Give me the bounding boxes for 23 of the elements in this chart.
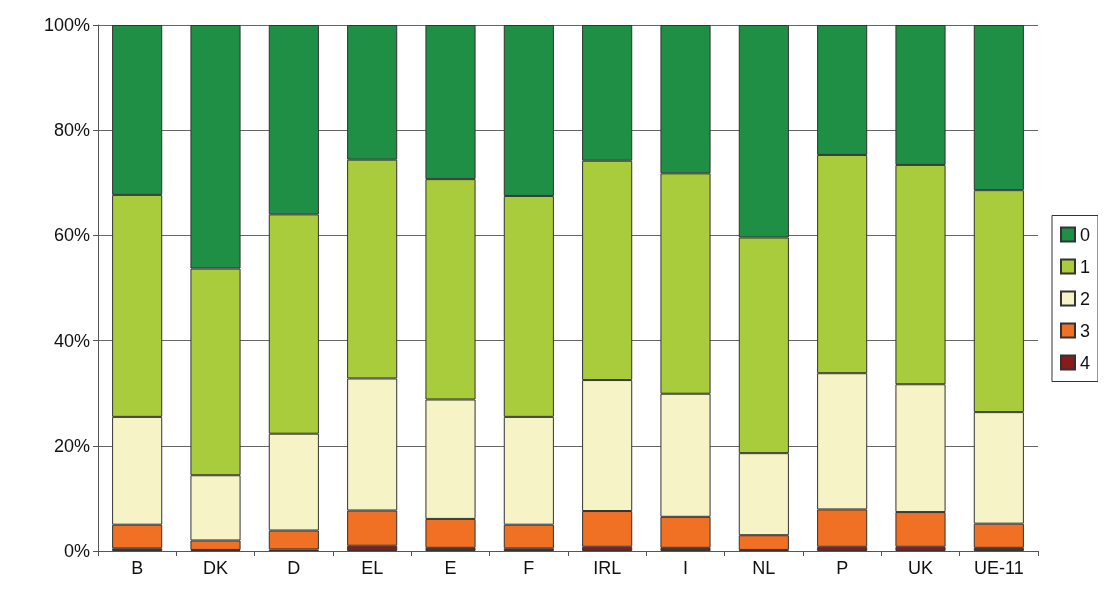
x-tick-label: B [131, 558, 144, 578]
y-tick-label: 20% [53, 435, 90, 456]
x-tick-label: NL [752, 558, 776, 578]
y-tick-label: 60% [53, 225, 90, 246]
x-tick-label: UK [907, 558, 934, 578]
legend-label: 2 [1079, 288, 1090, 309]
x-tick-label: UE-11 [973, 558, 1024, 578]
y-tick-label: 0% [63, 541, 90, 561]
legend-label: 4 [1079, 352, 1090, 373]
x-tick-label: D [287, 558, 301, 578]
legend-label: 0 [1079, 224, 1090, 245]
x-tick-label: IRL [593, 558, 622, 578]
x-tick-label: EL [361, 558, 384, 578]
x-tick-label: I [682, 558, 689, 578]
x-tick-label: E [444, 558, 457, 578]
x-tick-label: DK [202, 558, 229, 578]
y-tick-label: 100% [43, 15, 90, 35]
y-tick-label: 40% [53, 330, 90, 351]
legend-label: 3 [1079, 320, 1090, 341]
x-tick-label: P [836, 558, 849, 578]
x-tick-label: F [523, 558, 535, 578]
legend-label: 1 [1079, 256, 1090, 277]
y-tick-label: 80% [53, 120, 90, 141]
